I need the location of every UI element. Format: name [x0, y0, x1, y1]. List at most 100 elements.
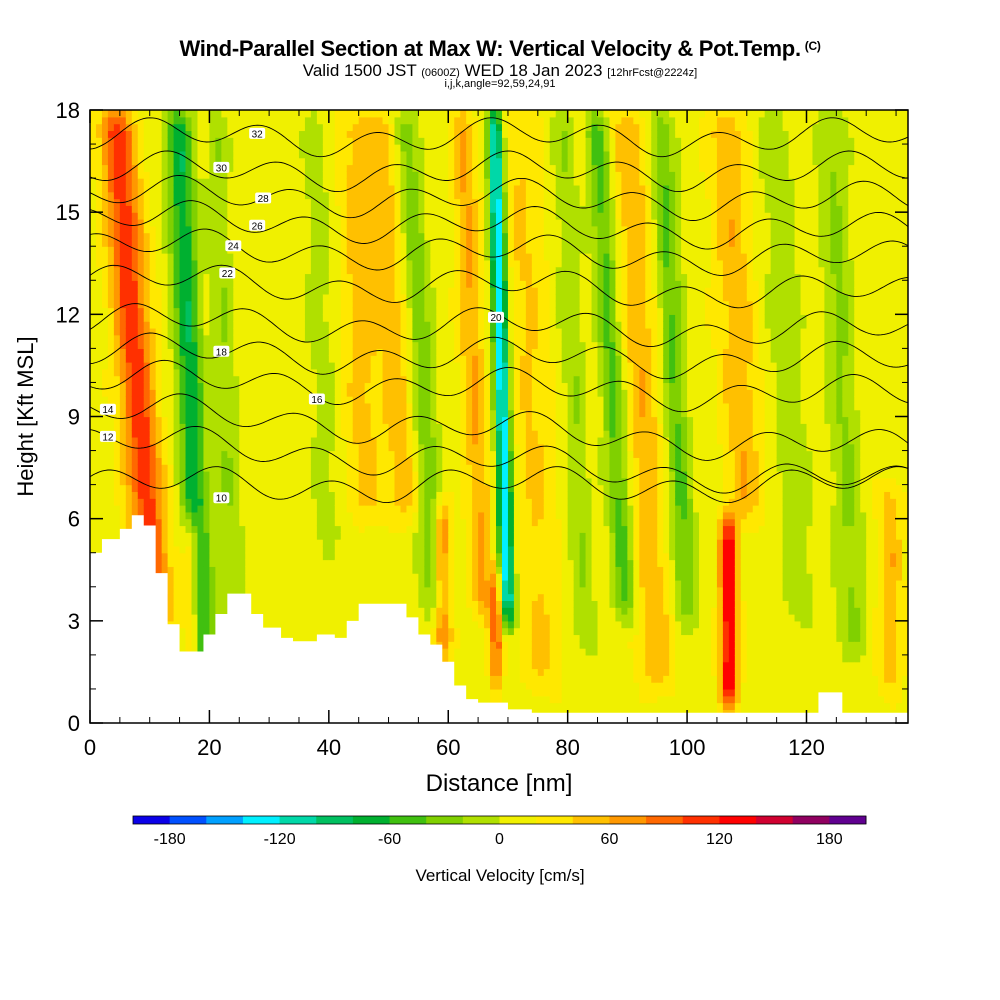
velocity-cell [203, 620, 211, 629]
velocity-cell [269, 532, 276, 540]
velocity-cell [149, 239, 157, 247]
velocity-cell [269, 443, 276, 452]
velocity-cell [113, 321, 121, 329]
velocity-cell [364, 532, 372, 540]
velocity-cell [310, 573, 318, 581]
velocity-cell [364, 280, 372, 288]
velocity-cell [233, 157, 240, 166]
velocity-cell [370, 539, 378, 547]
velocity-cell [95, 402, 103, 411]
velocity-cell [340, 525, 348, 533]
velocity-cell [173, 300, 181, 309]
velocity-cell [125, 477, 133, 486]
velocity-cell [203, 130, 211, 138]
velocity-cell [281, 396, 288, 404]
velocity-cell [340, 396, 348, 404]
velocity-cell [328, 164, 336, 172]
velocity-cell [191, 450, 199, 458]
velocity-cell [191, 375, 199, 384]
velocity-cell [364, 110, 372, 118]
velocity-cell [245, 205, 252, 213]
velocity-cell [95, 300, 103, 309]
velocity-cell [388, 566, 396, 574]
velocity-cell [275, 239, 282, 247]
velocity-cell [161, 218, 169, 227]
velocity-cell [173, 232, 181, 241]
velocity-cell [251, 600, 258, 608]
velocity-cell [221, 225, 228, 234]
velocity-cell [298, 239, 306, 247]
velocity-cell [269, 539, 276, 547]
velocity-cell [358, 593, 366, 601]
velocity-cell [394, 287, 402, 295]
velocity-cell [310, 470, 318, 479]
velocity-cell [281, 470, 288, 479]
velocity-cell [293, 307, 300, 315]
velocity-cell [382, 436, 390, 445]
velocity-cell [304, 566, 312, 574]
velocity-cell [233, 566, 240, 574]
velocity-cell [394, 505, 402, 513]
velocity-cell [167, 505, 175, 513]
velocity-cell [322, 225, 330, 234]
velocity-cell [406, 368, 414, 377]
velocity-cell [406, 334, 414, 343]
velocity-cell [394, 423, 402, 431]
velocity-cell [394, 321, 402, 329]
velocity-cell [227, 505, 234, 513]
velocity-cell [251, 239, 258, 247]
velocity-cell [328, 144, 336, 152]
velocity-cell [215, 232, 222, 241]
velocity-cell [406, 123, 414, 132]
velocity-cell [90, 382, 97, 390]
velocity-cell [376, 552, 384, 561]
velocity-cell [125, 123, 133, 132]
velocity-cell [251, 205, 258, 213]
velocity-cell [179, 300, 187, 309]
velocity-cell [125, 389, 133, 397]
velocity-cell [418, 443, 425, 452]
velocity-cell [203, 307, 211, 315]
velocity-cell [316, 341, 324, 349]
velocity-cell [263, 327, 270, 336]
velocity-cell [293, 164, 300, 172]
velocity-cell [155, 355, 163, 363]
velocity-cell [119, 505, 127, 513]
velocity-cell [167, 470, 175, 479]
velocity-cell [251, 457, 258, 465]
velocity-cell [412, 171, 419, 179]
velocity-cell [90, 511, 97, 520]
velocity-cell [352, 518, 360, 527]
velocity-cell [358, 123, 366, 132]
velocity-cell [281, 525, 288, 533]
velocity-cell [173, 402, 181, 411]
velocity-cell [131, 423, 139, 431]
velocity-cell [143, 184, 151, 193]
velocity-cell [185, 327, 193, 336]
velocity-cell [269, 293, 276, 302]
velocity-cell [233, 164, 240, 172]
velocity-cell [131, 198, 139, 206]
velocity-cell [316, 239, 324, 247]
velocity-cell [370, 164, 378, 172]
velocity-cell [90, 171, 97, 179]
velocity-cell [257, 253, 264, 261]
velocity-cell [155, 239, 163, 247]
velocity-cell [101, 307, 109, 315]
velocity-cell [406, 511, 414, 520]
velocity-cell [119, 450, 127, 458]
velocity-cell [245, 144, 252, 152]
velocity-cell [149, 157, 157, 166]
velocity-cell [382, 110, 390, 118]
velocity-cell [125, 137, 133, 145]
velocity-cell [221, 505, 228, 513]
velocity-cell [143, 348, 151, 356]
velocity-cell [269, 586, 276, 595]
velocity-cell [388, 341, 396, 349]
velocity-cell [119, 416, 127, 424]
velocity-cell [257, 409, 264, 418]
velocity-cell [137, 321, 145, 329]
velocity-cell [215, 184, 222, 193]
velocity-cell [352, 464, 360, 472]
velocity-cell [113, 457, 121, 465]
